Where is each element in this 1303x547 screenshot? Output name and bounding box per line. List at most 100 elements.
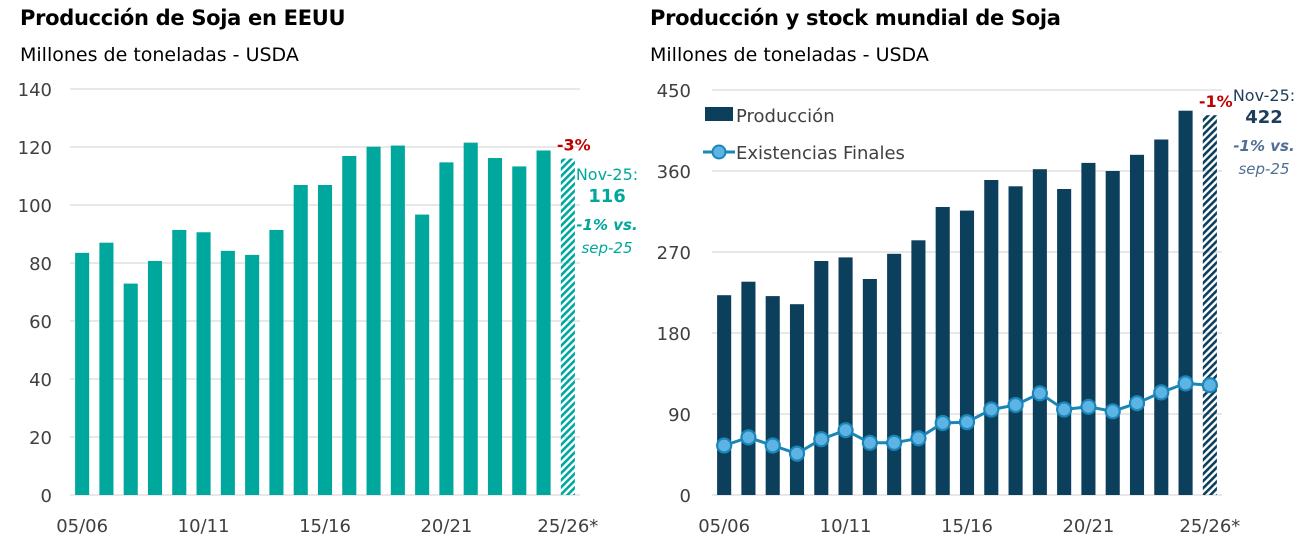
us-production-chart: 0 20 40 60 80 100 120 140 05/06 10/11 15/16 20/21 25… [18, 80, 639, 537]
bar-projected [560, 158, 575, 495]
world-soy-panel: Producción y stock mundial de Soja Millo… [650, 0, 1303, 547]
stock-point [886, 434, 903, 451]
left-chart-title: Producción de Soja en EEUU [20, 6, 346, 30]
x-tick-label: 10/11 [178, 516, 230, 537]
bar [196, 232, 211, 495]
note-value: 116 [588, 186, 626, 207]
y-tick-label: 450 [657, 81, 691, 102]
change-label: -1% [1199, 92, 1233, 111]
y-tick-label: 90 [668, 405, 691, 426]
bar [1008, 186, 1023, 496]
bar [123, 283, 138, 495]
note-change: -1% vs. [576, 216, 637, 234]
x-tick-label: 25/26* [1179, 516, 1240, 537]
bar [487, 158, 503, 495]
bar [1154, 139, 1169, 495]
note-reference: sep-25 [581, 239, 632, 257]
y-tick-label: 20 [29, 428, 52, 449]
x-tick-label: 05/06 [698, 516, 750, 537]
legend-label-production: Producción [736, 106, 835, 127]
bar [245, 254, 260, 495]
bar [887, 253, 902, 495]
stock-point [910, 430, 927, 447]
y-tick-label: 0 [41, 486, 52, 507]
stock-point [1031, 385, 1048, 402]
stock-point [1104, 403, 1121, 420]
x-tick-label: 10/11 [820, 516, 872, 537]
note-date: Nov-25: [576, 165, 638, 184]
legend-label-stocks: Existencias Finales [736, 143, 905, 164]
stock-point [1056, 401, 1073, 418]
y-tick-label: 180 [657, 324, 691, 345]
x-tick-label: 25/26* [537, 516, 598, 537]
bar [959, 210, 975, 495]
note-date: Nov-25: [1233, 86, 1295, 105]
right-chart-subtitle: Millones de toneladas - USDA [650, 44, 929, 66]
bar [789, 304, 805, 495]
bar [220, 250, 235, 495]
bar [342, 155, 357, 496]
bar [1057, 189, 1072, 495]
y-tick-label: 140 [18, 80, 52, 101]
x-tick-label: 20/21 [1062, 516, 1114, 537]
stock-point [983, 401, 1000, 418]
left-chart-subtitle: Millones de toneladas - USDA [20, 44, 299, 66]
x-tick-label: 15/16 [941, 516, 993, 537]
x-tick-label: 20/21 [420, 516, 472, 537]
bar [862, 279, 877, 495]
stock-point [861, 434, 878, 451]
stock-point [1128, 395, 1146, 412]
y-tick-label: 270 [657, 243, 691, 264]
stock-point [1007, 396, 1024, 414]
bar [463, 142, 478, 495]
y-tick-label: 0 [680, 486, 691, 507]
bar [147, 260, 163, 495]
y-tick-label: 100 [18, 196, 52, 217]
bar [1178, 110, 1193, 495]
bar [439, 162, 454, 495]
y-tick-label: 80 [29, 254, 52, 275]
bar [75, 252, 90, 495]
bar [838, 257, 853, 495]
world-production-stock-chart: 0 90 180 270 360 450 05/06 10/11 15/16 20/21 25/26… [657, 81, 1296, 537]
note-reference: sep-25 [1238, 160, 1289, 178]
bar [293, 184, 308, 496]
stock-point [740, 429, 757, 446]
bar [366, 146, 381, 495]
bar [1105, 171, 1120, 495]
bar [415, 214, 430, 495]
stock-point [716, 437, 733, 454]
bar [741, 281, 756, 495]
y-tick-label: 360 [657, 162, 691, 183]
stock-point [1080, 398, 1097, 415]
stock-point [1177, 375, 1194, 392]
bar [512, 166, 527, 495]
bar [717, 295, 732, 495]
legend-marker-icon [711, 144, 727, 160]
bar [172, 229, 187, 495]
stock-point [958, 414, 976, 431]
stock-point [1153, 384, 1170, 401]
bar [765, 296, 780, 495]
y-tick-label: 40 [29, 370, 52, 391]
stock-point [1201, 377, 1218, 394]
note-value: 422 [1245, 107, 1283, 128]
note-change: -1% vs. [1233, 137, 1294, 155]
bar [1032, 169, 1047, 495]
bar [269, 229, 284, 495]
change-label: -3% [557, 136, 591, 155]
right-chart-title: Producción y stock mundial de Soja [650, 6, 1061, 30]
stock-point [764, 437, 781, 454]
y-tick-label: 120 [18, 138, 52, 159]
bar [1129, 154, 1145, 496]
y-tick-label: 60 [29, 312, 52, 333]
stock-point [837, 422, 854, 439]
stock-point [934, 414, 951, 432]
bar [1081, 162, 1096, 495]
bar [935, 207, 950, 495]
us-soy-production-panel: Producción de Soja en EEUU Millones de t… [0, 0, 650, 547]
stock-point [813, 431, 830, 448]
bar-projected [1202, 115, 1217, 495]
bar [99, 242, 114, 495]
bar [984, 180, 999, 495]
